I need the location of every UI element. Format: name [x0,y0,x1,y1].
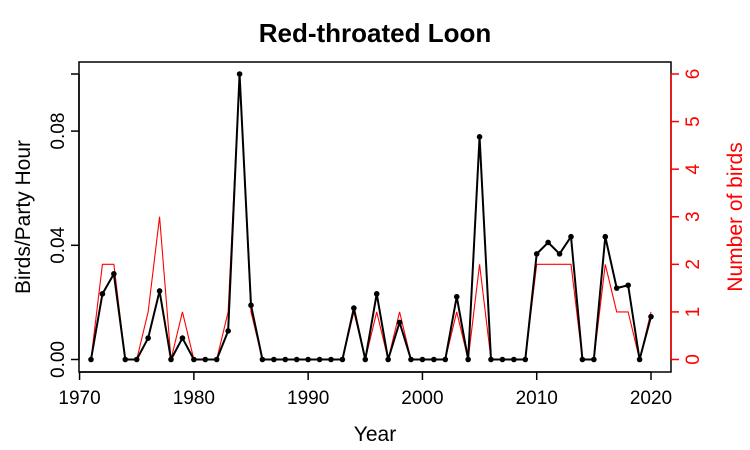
data-point [328,356,334,363]
data-point [636,356,643,363]
x-tick-label: 2020 [630,388,672,409]
data-point [453,293,460,300]
data-point [602,233,609,240]
series-line-number-of-birds [90,73,652,361]
data-point [419,356,426,363]
data-point [476,134,483,140]
series-layer [88,71,654,363]
data-point [465,356,471,363]
data-point [179,335,186,341]
data-point [373,291,380,297]
y-tick-label: 0.08 [48,113,69,150]
data-point [305,356,311,363]
y2-tick-label: 2 [683,259,704,270]
x-tick-label: 1990 [287,388,329,409]
data-point [236,71,243,77]
x-axis-label: Year [354,423,396,446]
data-point [648,313,654,320]
x-axis: 1970 1980 1990 2000 2010 2020 [58,371,672,409]
y-axis-left: 0.00 0.04 0.08 [48,73,80,378]
data-point [339,356,346,363]
data-point [442,356,449,363]
data-point [133,356,140,363]
x-tick-label: 1970 [58,388,100,409]
y-tick-label: 0.00 [48,341,69,378]
data-point [522,356,529,363]
data-point [362,356,369,363]
data-point [99,291,106,297]
data-point [431,356,437,363]
data-point [88,356,94,363]
data-point [122,356,129,363]
data-point [293,356,300,363]
data-point [499,356,506,363]
data-point [488,356,494,363]
data-point [202,356,209,363]
data-point [282,356,289,363]
y2-tick-label: 6 [683,69,704,80]
data-point [591,356,597,363]
series-line-birds-per-party-hour [90,73,652,361]
data-point [556,251,563,257]
y2-tick-label: 4 [683,163,704,174]
data-point [271,356,277,363]
data-point [396,319,403,326]
data-point [625,282,631,289]
data-point [408,356,414,363]
data-point [213,356,220,363]
y2-axis-label: Number of birds [724,142,747,291]
data-point [168,356,174,363]
x-tick-label: 2000 [401,388,443,409]
x-tick-label: 1980 [173,388,215,409]
data-point [145,335,151,341]
data-point [385,356,391,363]
y2-tick-label: 3 [683,211,704,222]
data-point [511,356,517,363]
data-point [613,285,620,291]
data-point [248,302,254,309]
data-point [156,288,163,294]
data-point [316,356,323,363]
data-point [351,305,357,311]
y-tick-label: 0.04 [48,226,69,263]
data-point [568,233,574,240]
y2-tick-label: 5 [683,116,704,127]
data-point [191,356,197,363]
data-point [225,328,231,334]
chart-title: Red-throated Loon [259,18,492,48]
data-point [545,239,551,246]
data-point [259,356,266,363]
data-point [579,356,586,363]
y-axis-label: Birds/Party Hour [12,140,35,294]
data-point [533,251,540,257]
y-axis-right: 0 1 2 3 4 5 6 [670,69,704,365]
y2-tick-label: 0 [683,354,704,365]
y2-tick-label: 1 [683,307,704,318]
data-point [111,271,117,277]
x-tick-label: 2010 [516,388,558,409]
